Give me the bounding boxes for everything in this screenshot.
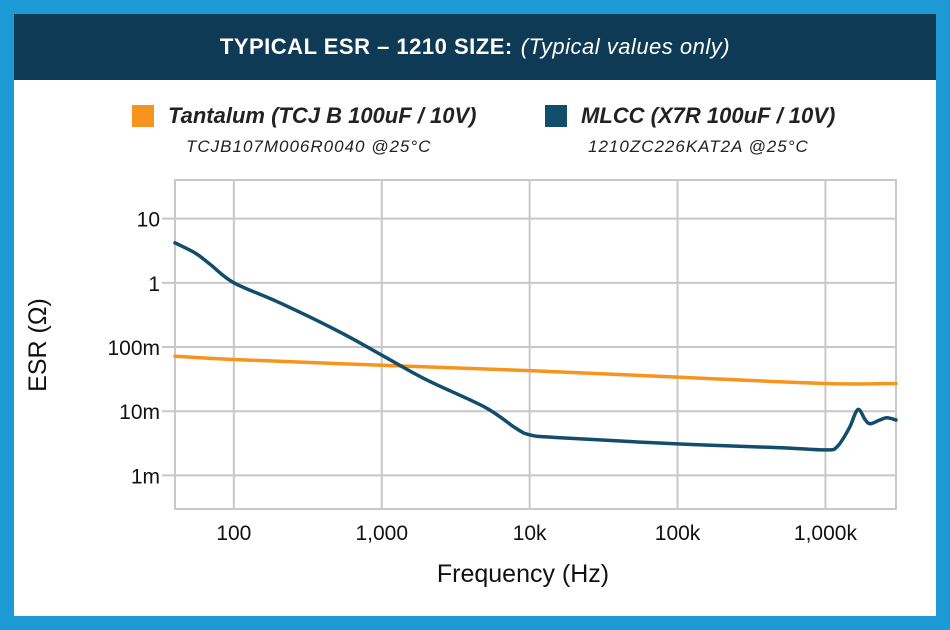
legend-sub-tantalum: TCJB107M006R0040 @25°C xyxy=(186,137,432,156)
mlcc-esr-line xyxy=(173,241,898,452)
chart-title-bar: TYPICAL ESR – 1210 SIZE: (Typical values… xyxy=(14,14,936,80)
y-tick-label: 10m xyxy=(119,401,160,424)
y-tick-label: 100m xyxy=(107,337,160,360)
chart-title: TYPICAL ESR – 1210 SIZE: xyxy=(219,34,513,59)
grid xyxy=(162,179,897,510)
legend-sub-mlcc: 1210ZC226KAT2A @25°C xyxy=(588,137,809,156)
y-tick-label: 1 xyxy=(148,273,160,296)
legend-swatch-mlcc xyxy=(545,105,567,127)
series-layer xyxy=(173,241,898,452)
legend-label-tantalum: Tantalum (TCJ B 100uF / 10V) xyxy=(168,103,477,128)
y-tick-label: 1m xyxy=(131,465,160,488)
x-tick-label: 10k xyxy=(513,522,547,545)
x-tick-label: 100 xyxy=(216,522,251,545)
plot-frame xyxy=(174,179,897,510)
x-tick-label: 1,000k xyxy=(794,522,858,545)
y-tick-label: 10 xyxy=(137,209,160,232)
y-axis-label: ESR (Ω) xyxy=(24,298,52,392)
x-tick-label: 100k xyxy=(655,522,701,545)
x-tick-label: 1,000 xyxy=(355,522,408,545)
x-axis-label: Frequency (Hz) xyxy=(437,560,609,588)
tick-labels: 100 1,000 10k 100k 1,000k 10 1 100m 10m 1m xyxy=(107,209,857,545)
tantalum-esr-line xyxy=(173,354,898,386)
legend-swatch-tantalum xyxy=(132,105,154,127)
chart-subtitle: (Typical values only) xyxy=(520,34,731,59)
legend-label-mlcc: MLCC (X7R 100uF / 10V) xyxy=(581,103,836,128)
